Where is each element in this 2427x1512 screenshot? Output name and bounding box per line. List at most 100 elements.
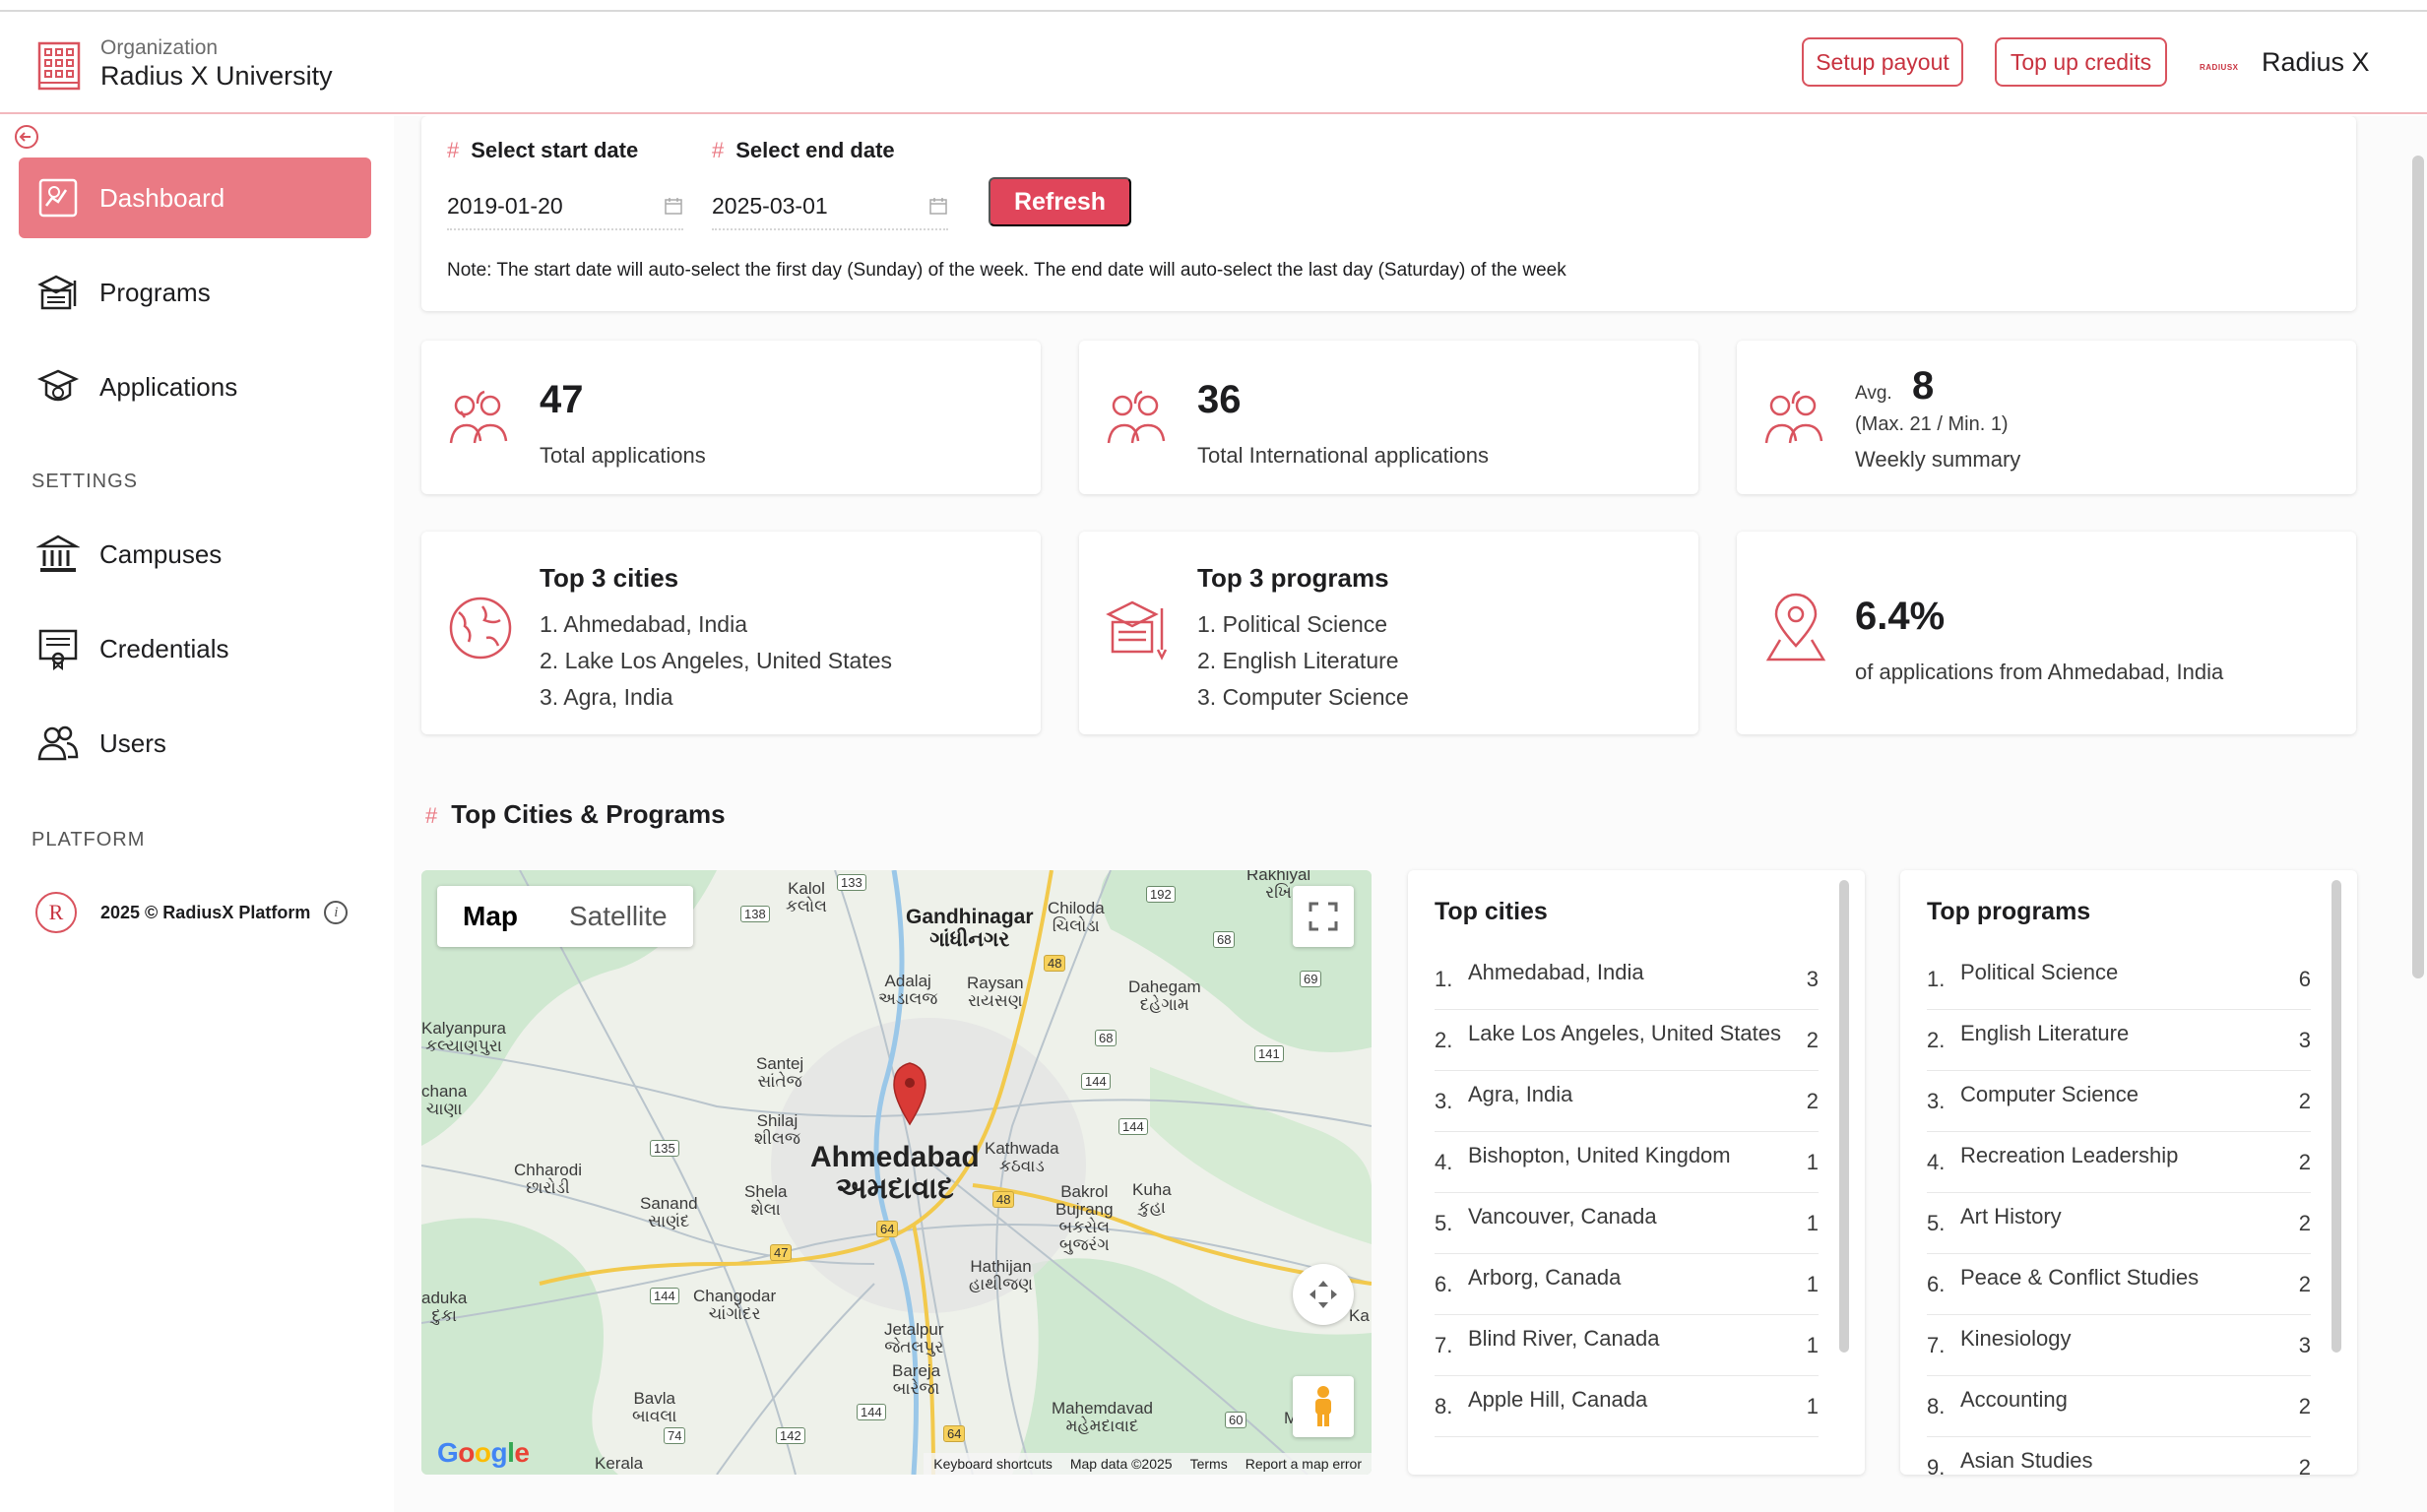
sidebar-item-programs[interactable]: Programs (19, 252, 371, 333)
users-icon (36, 722, 80, 765)
map-label-bavla: Bavla બાવલા (632, 1389, 677, 1425)
keyboard-shortcuts-link[interactable]: Keyboard shortcuts (933, 1456, 1053, 1472)
road-shield: 138 (740, 906, 770, 922)
refresh-button[interactable]: Refresh (989, 177, 1131, 226)
street-view-pegman-icon[interactable] (1293, 1376, 1354, 1437)
camera-control-icon[interactable] (1293, 1264, 1354, 1325)
road-shield: 68 (1095, 1030, 1118, 1046)
info-icon[interactable]: i (324, 901, 349, 924)
map-label-gandhinagar: Gandhinagar ગાંધીનગર (906, 906, 1034, 951)
programs-icon (36, 271, 80, 314)
end-date-input[interactable]: 2025-03-01 (712, 183, 948, 230)
list-item: 3. Agra, India (540, 684, 673, 710)
list-scrollbar[interactable] (2331, 880, 2341, 1353)
map-tab[interactable]: Map (463, 901, 518, 931)
calendar-icon[interactable] (664, 196, 683, 216)
top-3-cities-list: 1. Ahmedabad, India 2. Lake Los Angeles,… (540, 606, 892, 716)
top-header: Organization Radius X University Setup p… (0, 12, 2427, 114)
map-label-dahegam: Dahegam દહેગામ (1128, 977, 1201, 1014)
list-item: 5. Art History 2 (1927, 1193, 2311, 1254)
top-city-percentage-card: 6.4% of applications from Ahmedabad, Ind… (1737, 532, 2356, 734)
road-shield: 48 (992, 1191, 1015, 1208)
sidebar-item-label: Dashboard (99, 182, 225, 213)
list-item: 3. Agra, India 2 (1435, 1071, 1819, 1132)
map-data-text: Map data ©2025 (1069, 1456, 1173, 1472)
road-shield: 64 (876, 1221, 899, 1237)
sidebar-item-users[interactable]: Users (19, 703, 371, 784)
list-item: 2. English Literature (1197, 648, 1399, 673)
max-min-value: (Max. 21 / Min. 1) (1855, 413, 2009, 435)
road-shield: 64 (943, 1425, 966, 1442)
sidebar-item-campuses[interactable]: Campuses (19, 514, 371, 595)
map-label-hathijan: Hathijan હાથીજણ (969, 1257, 1034, 1293)
satellite-tab[interactable]: Satellite (569, 901, 668, 931)
globe-icon (449, 597, 512, 660)
sidebar-item-dashboard[interactable]: Dashboard (19, 158, 371, 238)
sidebar-item-label: Credentials (99, 633, 229, 663)
top-cities-card: Top cities 1. Ahmedabad, India 3 2. Lake Lo… (1408, 870, 1865, 1475)
applications-map[interactable]: Ahmedabad અમદાવાદ Gandhinagar ગાંધીનગર Kal… (421, 870, 1372, 1475)
map-label-kerala: Kerala (595, 1454, 644, 1473)
top-up-credits-button[interactable]: Top up credits (1995, 37, 2167, 87)
total-applications-label: Total applications (540, 443, 706, 468)
map-label-jetalpur: Jetalpur જેતલપુર (884, 1320, 944, 1356)
road-shield: 135 (650, 1140, 679, 1157)
sidebar-item-label: Users (99, 727, 166, 758)
top-cities-programs-heading: # Top Cities & Programs (425, 799, 726, 829)
dashboard-icon (36, 176, 80, 220)
report-map-error-link[interactable]: Report a map error (1245, 1456, 1362, 1472)
top-3-programs-title: Top 3 programs (1197, 563, 1389, 593)
list-item: 7. Kinesiology 3 (1927, 1315, 2311, 1376)
brand-name[interactable]: Radius X (2262, 47, 2370, 77)
sidebar-item-credentials[interactable]: Credentials (19, 608, 371, 689)
list-item: 6. Arborg, Canada 1 (1435, 1254, 1819, 1315)
organization-label: Organization (100, 36, 219, 59)
people-pin-icon (449, 390, 508, 444)
map-label-chharodi: Chharodi છારોડી (514, 1161, 582, 1197)
average-label: Avg. (1855, 383, 1892, 404)
list-scrollbar[interactable] (1839, 880, 1849, 1353)
fullscreen-icon[interactable] (1293, 886, 1354, 947)
campus-icon (36, 533, 80, 576)
start-date-input[interactable]: 2019-01-20 (447, 183, 683, 230)
map-label-chiloda: Chiloda ચિલોડા (1048, 899, 1105, 935)
list-item: 1. Political Science (1197, 611, 1388, 637)
road-shield: 144 (1118, 1118, 1148, 1135)
map-label-raysan: Raysan રાયસણ (967, 974, 1024, 1010)
road-shield: 68 (1213, 931, 1236, 948)
weekly-summary-label: Weekly summary (1855, 447, 2021, 472)
road-shield: 69 (1300, 971, 1322, 987)
map-label-kalol: Kalol કલોલ (786, 879, 827, 915)
location-pin-icon (1765, 593, 1826, 662)
road-shield: 192 (1146, 886, 1176, 903)
map-label-rakhiyal: Rakhiyal રખિ (1246, 870, 1311, 902)
list-item: 5. Vancouver, Canada 1 (1435, 1193, 1819, 1254)
setup-payout-button[interactable]: Setup payout (1802, 37, 1963, 87)
people-pin-icon (1107, 390, 1166, 444)
sidebar-item-applications[interactable]: Applications (19, 346, 371, 427)
map-label-changodar: Changodar ચાંગોદર (693, 1287, 777, 1323)
international-applications-label: Total International applications (1197, 443, 1489, 468)
end-date-label: # Select end date (712, 138, 895, 162)
list-item: 1. Ahmedabad, India 3 (1435, 949, 1819, 1010)
map-attribution: Keyboard shortcuts Map data ©2025 Terms … (924, 1453, 1372, 1475)
road-shield: 144 (650, 1288, 679, 1304)
list-item: 2. Lake Los Angeles, United States (540, 648, 893, 673)
collapse-sidebar-icon[interactable] (14, 124, 39, 150)
terms-link[interactable]: Terms (1189, 1456, 1228, 1472)
google-logo: Google (437, 1437, 530, 1468)
map-label-kathwada: Kathwada કઠવાડ (985, 1139, 1059, 1175)
location-marker-icon[interactable] (893, 1062, 926, 1126)
map-label-bareja: Bareja બારેજા (892, 1361, 941, 1398)
calendar-icon[interactable] (928, 196, 948, 216)
start-date-label: # Select start date (447, 138, 639, 162)
hash-icon: # (712, 138, 725, 162)
settings-section-label: SETTINGS (32, 471, 139, 492)
map-label-chana: chana ચાણા (421, 1082, 468, 1118)
map-label-bakrol: Bakrol Bujrang બકરોલ બુજરંગ (1055, 1182, 1114, 1254)
top-cities-title: Top cities (1435, 898, 1548, 925)
page-scrollbar[interactable] (2412, 156, 2424, 978)
list-item: 3. Computer Science (1197, 684, 1409, 710)
map-type-toggle: Map Satellite (437, 886, 693, 947)
sidebar-item-label: Campuses (99, 538, 223, 569)
